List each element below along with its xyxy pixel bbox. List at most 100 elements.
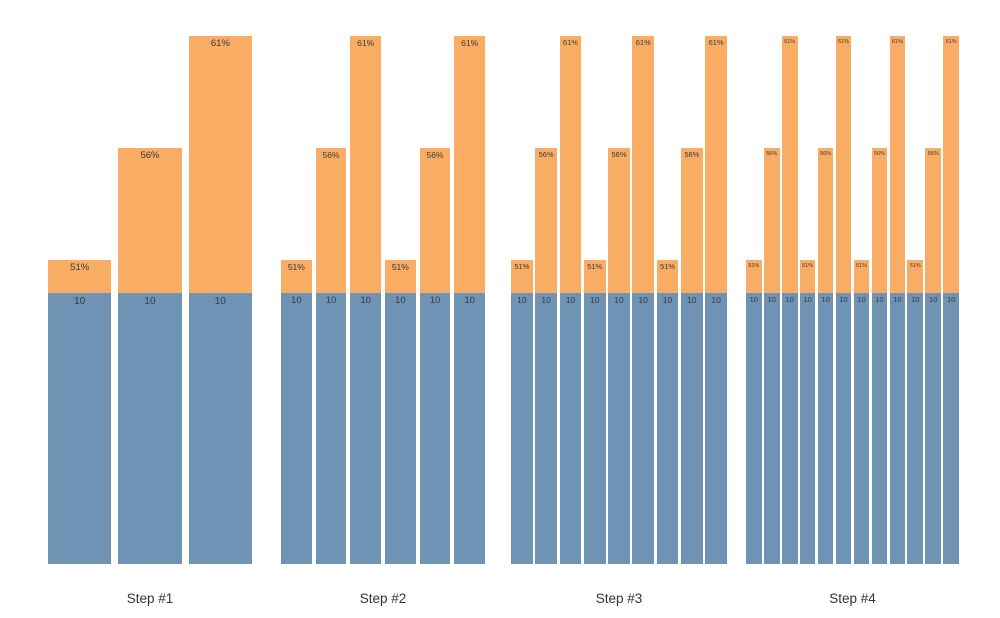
percent-segment: 51% xyxy=(48,260,112,293)
stacked-bar: 56% 10 xyxy=(315,148,347,564)
bar-percent-label: 51% xyxy=(909,263,921,269)
percent-segment: 51% xyxy=(799,260,816,293)
percent-segment: 51% xyxy=(583,260,606,293)
percent-segment: 61% xyxy=(350,36,381,293)
stacked-bar: 51% 10 xyxy=(853,260,870,564)
bar-base-label: 10 xyxy=(395,295,406,306)
percent-segment: 61% xyxy=(889,36,906,293)
percent-segment: 56% xyxy=(419,148,451,293)
base-segment: 10 xyxy=(889,293,906,564)
base-segment: 10 xyxy=(48,293,112,564)
bar-percent-label: 51% xyxy=(855,263,867,269)
stacked-bar: 51% 10 xyxy=(48,260,112,564)
bar-base-label: 10 xyxy=(749,295,758,304)
bar-base-label: 10 xyxy=(614,295,624,305)
bar-base-label: 10 xyxy=(893,295,902,304)
bar-percent-label: 51% xyxy=(514,262,530,271)
bar-base-label: 10 xyxy=(360,295,371,306)
base-segment: 10 xyxy=(680,293,703,564)
bar-group-1: 51% 10 56% 10 61% 10 Step #1 xyxy=(48,0,252,618)
bar-percent-label: 56% xyxy=(684,150,700,159)
percent-segment: 51% xyxy=(907,260,924,293)
stacked-bar: 56% 10 xyxy=(118,148,182,564)
percent-segment: 61% xyxy=(781,36,798,293)
bar-percent-label: 56% xyxy=(927,151,939,157)
percent-segment: 56% xyxy=(763,148,780,293)
percent-segment: 56% xyxy=(925,148,942,293)
stacked-bar: 61% 10 xyxy=(705,36,727,564)
bar-base-label: 10 xyxy=(911,295,920,304)
percent-segment: 51% xyxy=(511,260,533,293)
base-segment: 10 xyxy=(925,293,942,564)
stacked-bar: 61% 10 xyxy=(632,36,655,564)
bar-base-label: 10 xyxy=(875,295,884,304)
percent-segment: 56% xyxy=(118,148,182,293)
stacked-bar: 56% 10 xyxy=(817,148,834,564)
category-label: Step #4 xyxy=(829,591,876,606)
percent-segment: 56% xyxy=(871,148,888,293)
base-segment: 10 xyxy=(632,293,655,564)
bar-base-label: 10 xyxy=(517,295,527,305)
bar-percent-label: 56% xyxy=(766,151,778,157)
percent-segment: 56% xyxy=(315,148,347,293)
bar-percent-label: 51% xyxy=(391,262,409,272)
bar-percent-label: 61% xyxy=(357,38,375,48)
bar-percent-label: 56% xyxy=(538,150,554,159)
stacked-bar: 61% 10 xyxy=(943,36,959,564)
bar-group-4: 51% 10 56% 10 61% 10 51% 10 56% 10 61% 10 51% 10 56% 10… xyxy=(746,0,959,618)
stacked-bar: 61% 10 xyxy=(781,36,798,564)
base-segment: 10 xyxy=(943,293,959,564)
bar-base-label: 10 xyxy=(946,295,956,304)
stacked-bar: 51% 10 xyxy=(511,260,533,564)
bar-base-label: 10 xyxy=(74,296,86,307)
bar-base-label: 10 xyxy=(429,295,441,306)
bar-base-label: 10 xyxy=(929,295,938,304)
bar-percent-label: 61% xyxy=(635,38,651,47)
bar-base-label: 10 xyxy=(291,295,302,306)
stacked-bar: 51% 10 xyxy=(385,260,416,564)
base-segment: 10 xyxy=(656,293,679,564)
percent-segment: 61% xyxy=(188,36,252,293)
bar-percent-label: 51% xyxy=(802,263,814,269)
base-segment: 10 xyxy=(281,293,312,564)
stacked-bar: 61% 10 xyxy=(835,36,852,564)
bar-percent-label: 56% xyxy=(611,150,627,159)
base-segment: 10 xyxy=(350,293,381,564)
percent-segment: 61% xyxy=(559,36,582,293)
base-segment: 10 xyxy=(705,293,727,564)
stacked-bar: 51% 10 xyxy=(746,260,762,564)
base-segment: 10 xyxy=(907,293,924,564)
bar-base-label: 10 xyxy=(821,295,830,304)
base-segment: 10 xyxy=(835,293,852,564)
bar-base-label: 10 xyxy=(464,295,475,306)
bar-percent-label: 61% xyxy=(891,39,903,45)
percent-segment: 56% xyxy=(817,148,834,293)
stacked-bar: 61% 10 xyxy=(350,36,381,564)
bar-base-label: 10 xyxy=(803,295,812,304)
base-segment: 10 xyxy=(385,293,416,564)
bar-base-label: 10 xyxy=(767,295,776,304)
bar-percent-label: 51% xyxy=(70,262,90,273)
percent-segment: 56% xyxy=(680,148,703,293)
percent-segment: 51% xyxy=(281,260,312,293)
bar-percent-label: 61% xyxy=(210,38,230,49)
base-segment: 10 xyxy=(118,293,182,564)
stacked-bar: 61% 10 xyxy=(188,36,252,564)
bar-base-label: 10 xyxy=(589,295,600,305)
percent-segment: 61% xyxy=(454,36,485,293)
base-segment: 10 xyxy=(454,293,485,564)
stacked-bar: 56% 10 xyxy=(419,148,451,564)
base-segment: 10 xyxy=(511,293,533,564)
stacked-bar: 56% 10 xyxy=(763,148,780,564)
stacked-bar: 56% 10 xyxy=(608,148,630,564)
stacked-bar: 51% 10 xyxy=(583,260,606,564)
bar-base-label: 10 xyxy=(325,295,337,306)
base-segment: 10 xyxy=(559,293,582,564)
stacked-bar: 61% 10 xyxy=(454,36,485,564)
stacked-bar: 51% 10 xyxy=(907,260,924,564)
bar-base-label: 10 xyxy=(144,296,156,307)
category-label: Step #2 xyxy=(359,591,407,606)
stacked-bar: 56% 10 xyxy=(871,148,888,564)
bar-percent-label: 56% xyxy=(140,150,160,161)
bar-percent-label: 51% xyxy=(587,262,603,271)
